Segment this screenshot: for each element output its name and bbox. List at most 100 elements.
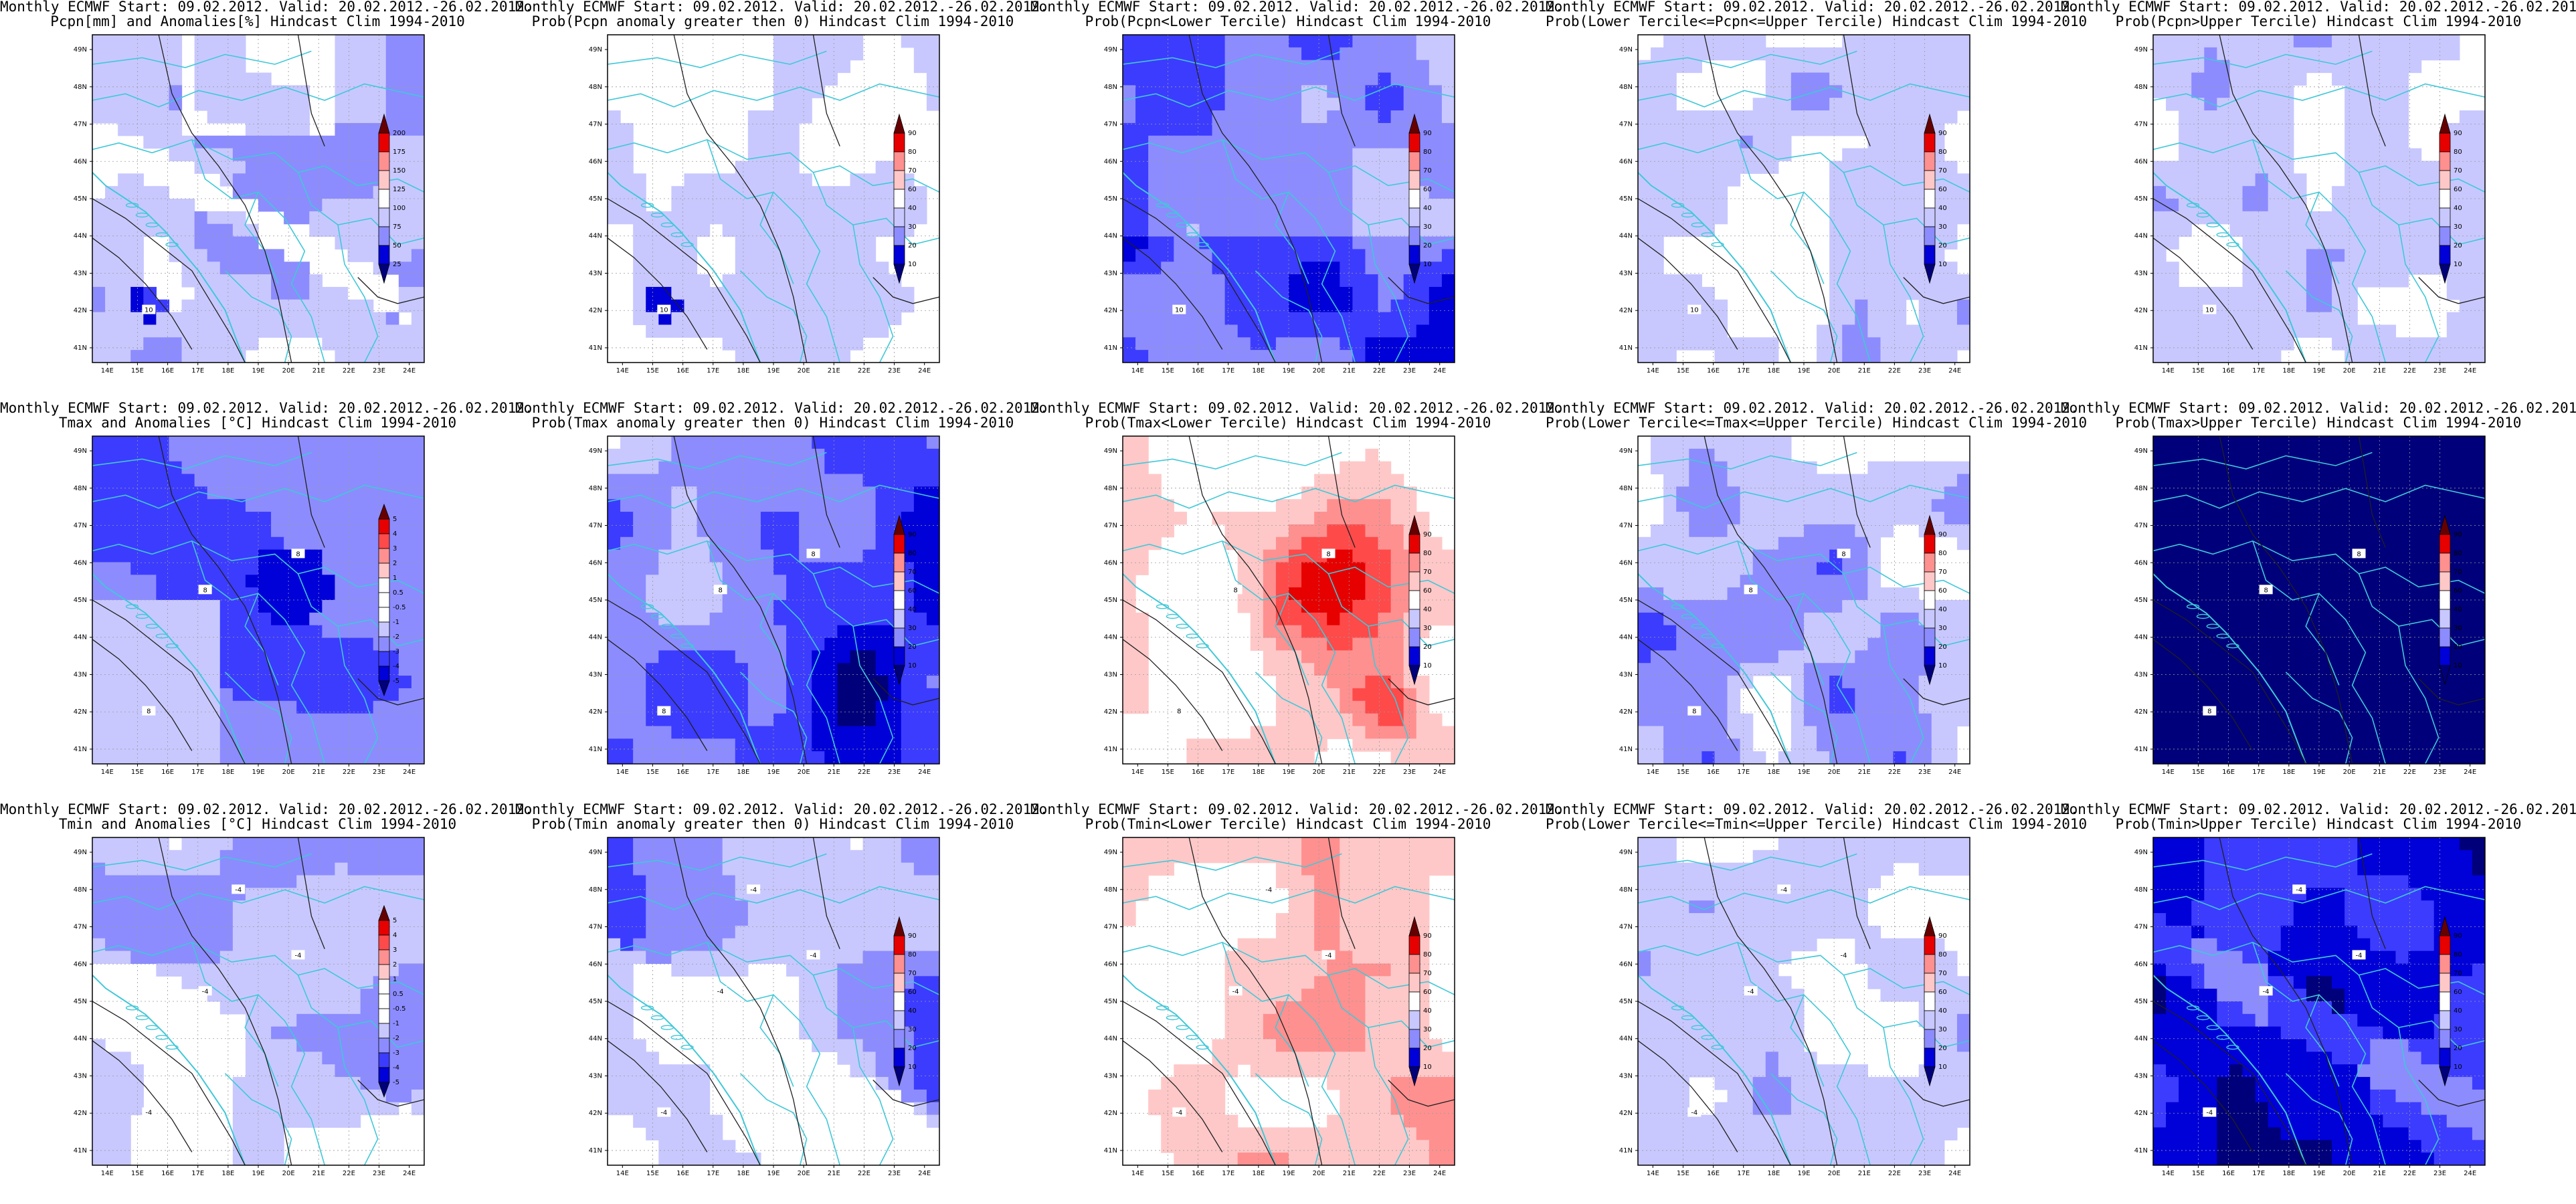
field-cell [169,751,183,764]
field-cell [1275,738,1289,752]
field-cell [2229,60,2243,74]
field-cell [671,676,685,689]
field-cell [735,436,749,449]
field-cell [207,524,221,538]
field-cell [2293,262,2307,275]
field-cell [747,135,761,149]
field-cell [620,726,634,739]
field-cell [1340,236,1353,249]
field-cell [309,713,323,727]
field-cell [2166,337,2179,350]
field-cell [735,448,749,462]
field-cell [1855,575,1868,588]
field-cell [1250,274,1264,288]
field-cell [1199,324,1213,338]
field-cell [1727,436,1741,449]
field-cell [2217,148,2231,162]
field-cell [1918,98,1932,111]
field-cell [2370,274,2383,288]
field-cell [1403,499,1417,512]
contour-lines [1123,35,1455,363]
field-cell [1714,549,1728,563]
field-cell [232,688,246,702]
field-cell [2280,35,2294,48]
field-cell [2332,324,2345,338]
field-cell [1701,536,1716,550]
field-cell [926,587,939,601]
field-cell [1301,262,1315,275]
field-cell [143,713,157,727]
field-cell [1135,211,1149,225]
field-cell [143,612,157,626]
field-cell [1867,575,1881,588]
field-cell [1867,135,1881,149]
field-cell [913,211,927,225]
field-cell [2370,98,2383,111]
field-cell [258,625,272,639]
field-cell [1212,148,1226,162]
field-cell [1752,524,1766,538]
field-cell [1212,85,1226,98]
field-cell [1237,751,1251,764]
field-cell [1123,262,1136,275]
field-cell [1123,536,1136,550]
field-cell [347,161,361,174]
field-cell [608,122,621,136]
field-cell [2293,211,2307,225]
field-cell [1676,286,1689,300]
field-cell [1250,249,1264,262]
field-cell [786,223,800,237]
field-cell [1314,612,1327,626]
field-cell [620,461,634,475]
field-cell [347,751,361,764]
field-cell [169,211,183,225]
field-cell [2191,211,2205,225]
field-cell [850,738,864,752]
lat-tick-label: 42N [589,307,602,314]
field-cell [360,350,374,363]
field-cell [760,110,774,124]
field-cell [398,474,412,487]
field-cell [735,274,749,288]
field-cell [633,524,646,538]
field-cell [1237,337,1251,350]
field-cell [169,726,183,739]
field-cell [1135,186,1149,199]
field-cell [773,436,787,449]
field-cell [1327,110,1340,124]
field-cell [1352,575,1366,588]
field-cell [1651,211,1664,225]
field-cell [194,98,208,111]
field-cell [2204,286,2217,300]
field-cell [1378,299,1392,313]
field-cell [850,536,864,550]
field-cell [760,461,774,475]
field-cell [271,135,284,149]
field-cell [1340,262,1353,275]
field-cell [245,486,259,500]
field-cell [271,625,284,639]
field-cell [1651,587,1664,601]
field-cell [773,726,787,739]
field-cell [1314,650,1327,664]
field-cell [837,35,851,48]
field-cell [684,286,698,300]
field-cell [411,587,424,601]
field-cell [1212,186,1226,199]
field-cell [335,110,349,124]
field-cell [697,448,711,462]
field-cell [2242,161,2256,174]
field-cell [2179,161,2192,174]
field-cell [232,211,246,225]
field-cell [1314,600,1327,613]
field-cell [309,536,323,550]
field-cell [1429,562,1443,575]
field-cell [2306,262,2320,275]
colorbar-segment [1408,590,1420,610]
field-cell [169,60,183,74]
field-cell [411,262,424,275]
field-cell [824,612,838,626]
field-cell [2153,286,2167,300]
